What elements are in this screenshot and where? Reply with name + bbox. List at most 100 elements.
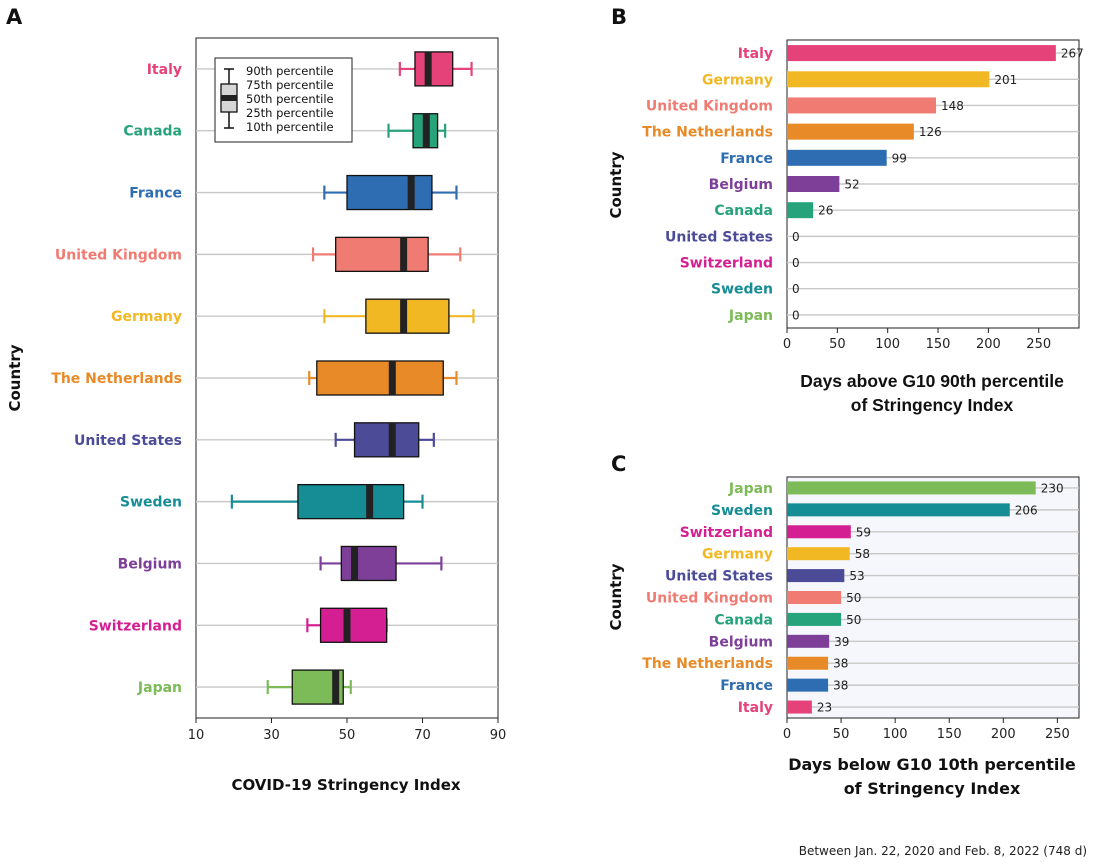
c-tick-label-150: 150 bbox=[937, 727, 962, 742]
box-united-kingdom bbox=[335, 236, 429, 273]
legend-entry-25: 25th percentile bbox=[246, 106, 334, 120]
box-sweden bbox=[297, 483, 405, 520]
box-switzerland bbox=[319, 607, 388, 643]
label-belgium: Belgium bbox=[118, 556, 182, 572]
c-value-japan: 230 bbox=[1041, 481, 1064, 495]
c-value-sweden: 206 bbox=[1015, 503, 1038, 517]
panel-b-y-axis-title: Country bbox=[607, 151, 625, 218]
b-value-united-kingdom: 148 bbox=[941, 99, 964, 113]
box-united-states bbox=[353, 422, 420, 458]
b-value-canada: 26 bbox=[818, 204, 833, 218]
panel-a-y-axis-title: Country bbox=[6, 344, 24, 411]
c-label-united-states: United States bbox=[665, 569, 773, 585]
c-value-switzerland: 59 bbox=[856, 525, 871, 539]
median-united-kingdom bbox=[400, 237, 408, 272]
footnote: Between Jan. 22, 2020 and Feb. 8, 2022 (… bbox=[799, 844, 1087, 858]
label-canada: Canada bbox=[123, 124, 182, 140]
b-value-united-states: 0 bbox=[792, 230, 800, 244]
c-bar-italy bbox=[787, 700, 812, 714]
b-bar-france bbox=[787, 149, 887, 166]
panel-c-y-axis-title: Country bbox=[607, 563, 625, 630]
c-label-switzerland: Switzerland bbox=[680, 525, 773, 541]
median-united-states bbox=[388, 422, 396, 457]
c-label-france: France bbox=[720, 678, 773, 694]
box-belgium bbox=[340, 545, 397, 582]
c-label-japan: Japan bbox=[728, 481, 773, 497]
legend-frame bbox=[214, 57, 353, 143]
b-label-japan: Japan bbox=[728, 308, 773, 324]
c-bar-united-states bbox=[787, 569, 845, 583]
b-label-canada: Canada bbox=[714, 203, 773, 219]
b-value-sweden: 0 bbox=[792, 282, 800, 296]
b-value-switzerland: 0 bbox=[792, 256, 800, 270]
panel-a-x-ticks: 10 30 50 70 90 bbox=[188, 718, 507, 743]
b-tick-label-50: 50 bbox=[829, 337, 846, 352]
median-canada bbox=[422, 113, 430, 148]
box-france bbox=[346, 174, 433, 211]
b-bar-the-netherlands bbox=[787, 123, 914, 140]
median-switzerland bbox=[343, 608, 351, 643]
tick-label-50: 50 bbox=[339, 728, 356, 743]
c-tick-label-0: 0 bbox=[783, 727, 791, 742]
tick-label-90: 90 bbox=[490, 728, 507, 743]
b-value-italy: 267 bbox=[1061, 47, 1084, 61]
panel-a-x-axis-title: COVID-19 Stringency Index bbox=[231, 776, 460, 794]
b-value-the-netherlands: 126 bbox=[919, 125, 942, 139]
c-tick-label-250: 250 bbox=[1045, 727, 1070, 742]
label-united-kingdom: United Kingdom bbox=[55, 247, 182, 263]
box-italy bbox=[414, 51, 454, 87]
panel-letter-c: C bbox=[611, 452, 626, 476]
b-label-united-states: United States bbox=[665, 229, 773, 245]
tick-label-10: 10 bbox=[188, 728, 205, 743]
b-bar-belgium bbox=[787, 176, 840, 192]
c-value-united-states: 53 bbox=[849, 569, 864, 583]
b-label-united-kingdom: United Kingdom bbox=[646, 98, 773, 114]
c-label-italy: Italy bbox=[738, 700, 773, 716]
c-bar-belgium bbox=[787, 634, 830, 648]
legend-entry-90: 90th percentile bbox=[246, 64, 334, 78]
c-label-belgium: Belgium bbox=[709, 634, 773, 650]
c-label-germany: Germany bbox=[702, 547, 773, 563]
label-united-states: United States bbox=[74, 433, 182, 449]
panel-c-x-axis-title: Days below G10 10th percentile of Stringe… bbox=[788, 755, 1076, 798]
c-value-france: 38 bbox=[833, 679, 848, 693]
b-tick-label-150: 150 bbox=[926, 337, 951, 352]
panel-letter-b: B bbox=[611, 5, 627, 29]
label-japan: Japan bbox=[137, 680, 182, 696]
median-germany bbox=[400, 299, 408, 334]
median-sweden bbox=[366, 484, 374, 519]
c-tick-label-100: 100 bbox=[883, 727, 908, 742]
legend-entry-10: 10th percentile bbox=[246, 120, 334, 134]
b-tick-label-100: 100 bbox=[875, 337, 900, 352]
panel-a-country-labels: Italy Canada France United Kingdom Germany Th… bbox=[51, 62, 182, 696]
panel-b-country-labels: Italy Germany United Kingdom The Netherland… bbox=[642, 46, 773, 324]
b-label-germany: Germany bbox=[702, 72, 773, 88]
panel-c-country-labels: Japan Sweden Switzerland Germany United Stat… bbox=[642, 481, 773, 716]
c-tick-label-200: 200 bbox=[991, 727, 1016, 742]
legend-median bbox=[221, 95, 237, 101]
b-bar-united-kingdom bbox=[787, 97, 937, 114]
c-label-sweden: Sweden bbox=[711, 503, 773, 519]
b-label-sweden: Sweden bbox=[711, 282, 773, 298]
b-axis-title-text: Days above G10 90th percentile of Stringe… bbox=[800, 371, 1064, 415]
panel-a-boxplot: Italy Canada France United Kingdom Germany Th… bbox=[6, 37, 507, 794]
b-tick-label-250: 250 bbox=[1026, 337, 1051, 352]
b-value-japan: 0 bbox=[792, 308, 800, 322]
panel-a-boxes bbox=[230, 51, 475, 705]
b-label-the-netherlands: The Netherlands bbox=[642, 125, 773, 141]
c-value-germany: 58 bbox=[855, 547, 870, 561]
c-label-united-kingdom: United Kingdom bbox=[646, 591, 773, 607]
panel-a-legend: 90th percentile 75th percentile 50th per… bbox=[214, 57, 353, 143]
b-value-belgium: 52 bbox=[844, 178, 859, 192]
c-bar-united-kingdom bbox=[787, 591, 842, 604]
c-bar-france bbox=[787, 678, 829, 692]
b-value-germany: 201 bbox=[994, 73, 1017, 87]
median-japan bbox=[332, 670, 340, 705]
c-bar-canada bbox=[787, 612, 842, 626]
b-tick-label-0: 0 bbox=[783, 337, 791, 352]
panel-b-barchart: 267 201 148 126 99 52 26 0 0 0 0 Italy Germany Unite… bbox=[607, 39, 1084, 415]
panel-b-x-ticks: 0 50 100 150 200 250 bbox=[783, 328, 1051, 352]
median-italy bbox=[424, 51, 432, 86]
label-france: France bbox=[129, 186, 182, 202]
